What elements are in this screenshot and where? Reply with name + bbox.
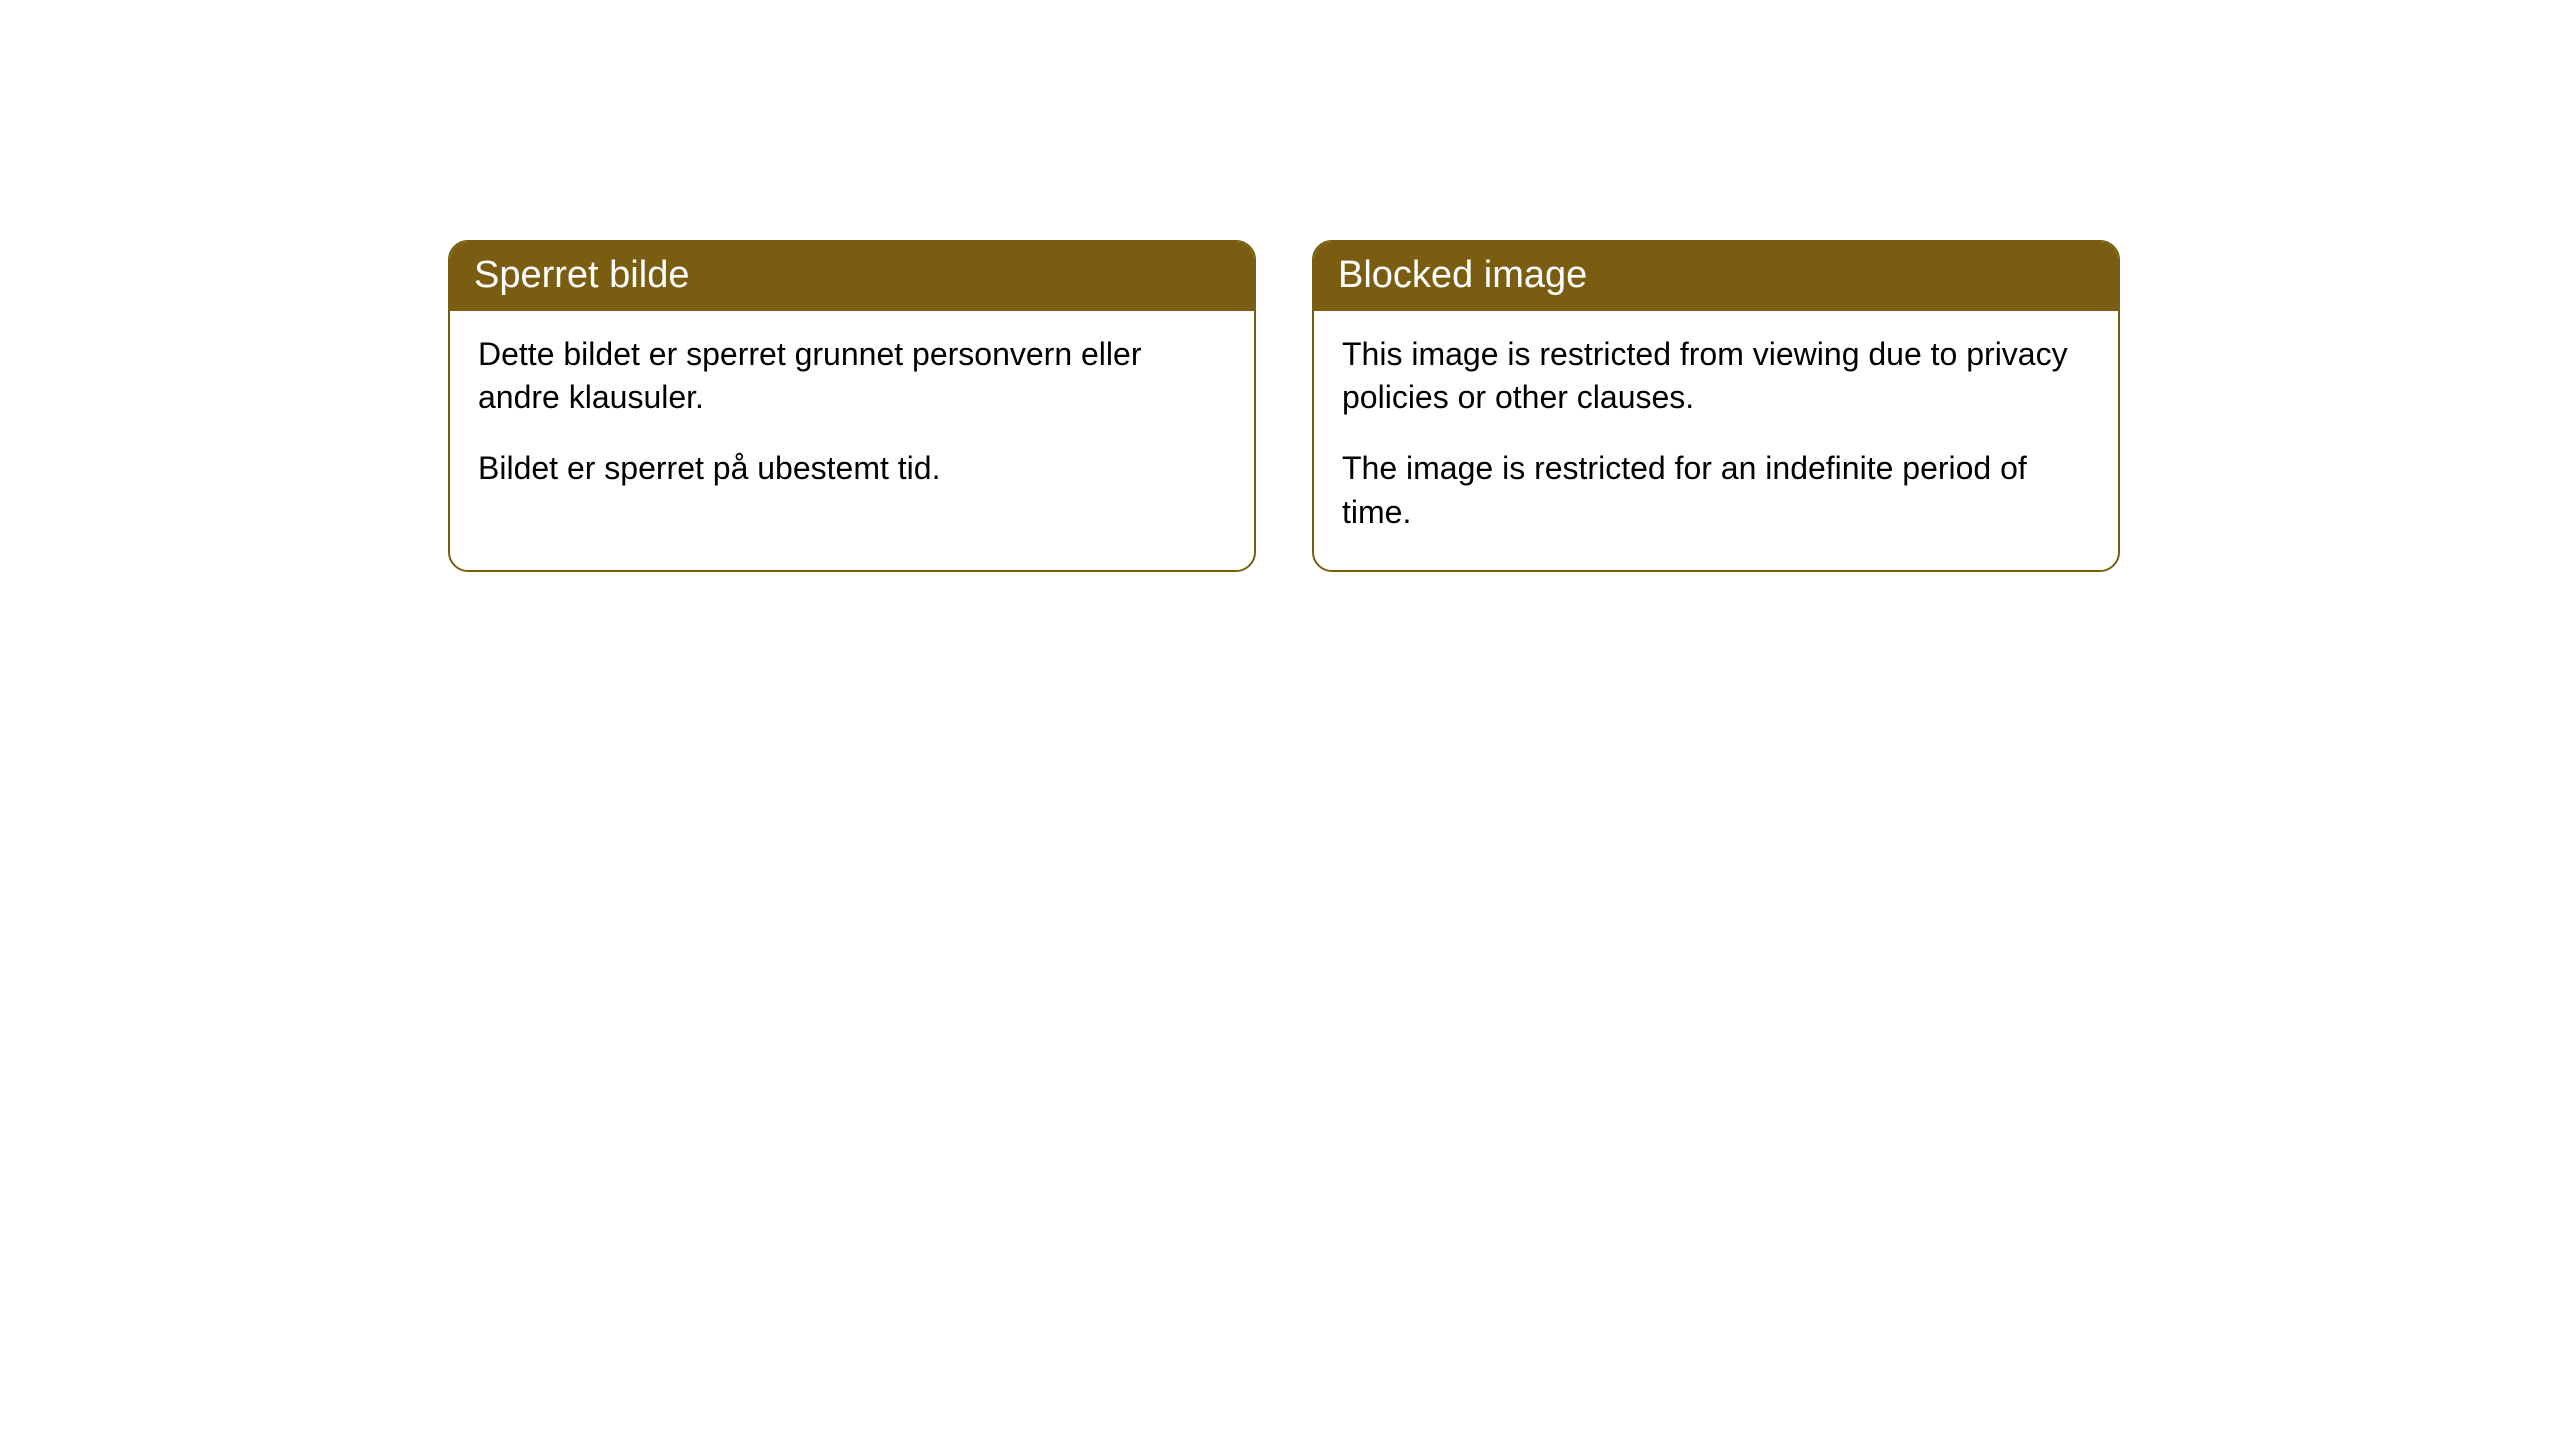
blocked-image-card-en: Blocked image This image is restricted f… xyxy=(1312,240,2120,572)
card-paragraph: Dette bildet er sperret grunnet personve… xyxy=(478,333,1226,419)
card-paragraph: This image is restricted from viewing du… xyxy=(1342,333,2090,419)
blocked-image-card-no: Sperret bilde Dette bildet er sperret gr… xyxy=(448,240,1256,572)
card-body: This image is restricted from viewing du… xyxy=(1314,311,2118,570)
card-paragraph: The image is restricted for an indefinit… xyxy=(1342,447,2090,533)
card-title: Blocked image xyxy=(1314,242,2118,311)
cards-container: Sperret bilde Dette bildet er sperret gr… xyxy=(0,0,2560,572)
card-paragraph: Bildet er sperret på ubestemt tid. xyxy=(478,447,1226,490)
card-body: Dette bildet er sperret grunnet personve… xyxy=(450,311,1254,527)
card-title: Sperret bilde xyxy=(450,242,1254,311)
